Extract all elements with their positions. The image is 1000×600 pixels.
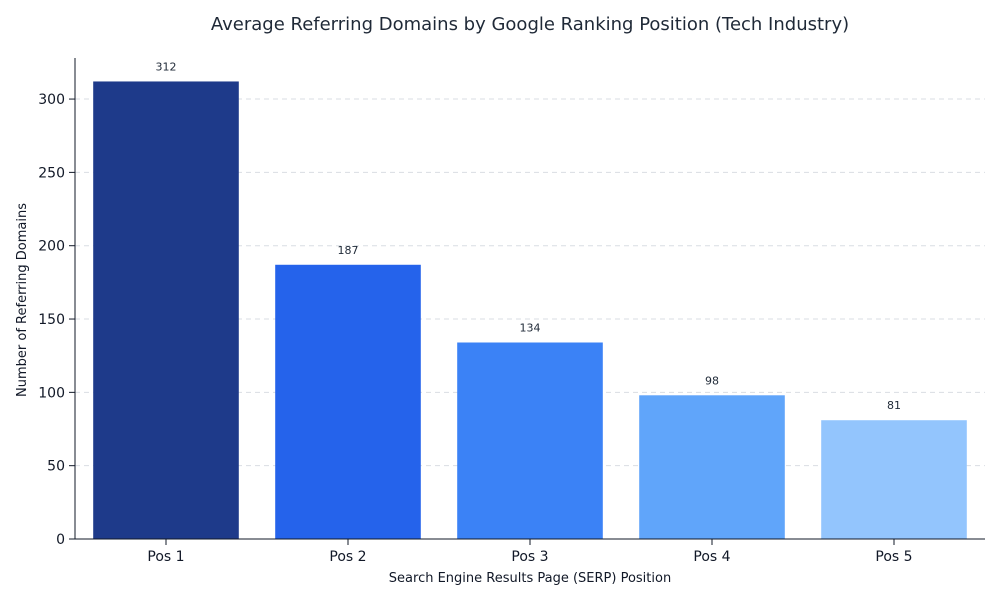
x-tick-label: Pos 4 [693,549,730,565]
value-label: 98 [705,374,719,387]
chart-title: Average Referring Domains by Google Rank… [211,14,849,35]
y-tick-label: 0 [56,532,65,548]
y-tick-label: 200 [38,239,65,255]
y-tick-label: 250 [38,165,65,181]
y-tick-label: 300 [38,92,65,108]
x-axis-label: Search Engine Results Page (SERP) Positi… [389,571,671,586]
bars [93,81,967,540]
value-label: 81 [887,399,901,412]
bar-pos-3 [457,342,603,539]
x-tick-label: Pos 2 [329,549,366,565]
bar-pos-1 [93,81,239,540]
x-axis-ticks: Pos 1 Pos 2 Pos 3 Pos 4 Pos 5 [147,539,913,565]
value-label: 187 [338,244,359,257]
value-label: 312 [156,60,177,73]
bar-pos-2 [275,264,421,539]
bar-pos-5 [821,420,967,539]
x-tick-label: Pos 5 [875,549,912,565]
x-tick-label: Pos 3 [511,549,548,565]
y-axis-label: Number of Referring Domains [15,203,30,397]
y-tick-label: 150 [38,312,65,328]
y-tick-label: 100 [38,385,65,401]
value-labels: 312 187 134 98 81 [156,60,902,412]
value-label: 134 [520,321,541,334]
y-tick-label: 50 [47,459,65,475]
bar-pos-4 [639,395,785,539]
x-tick-label: Pos 1 [147,549,184,565]
y-axis-ticks: 0 50 100 150 200 250 300 [38,92,75,548]
